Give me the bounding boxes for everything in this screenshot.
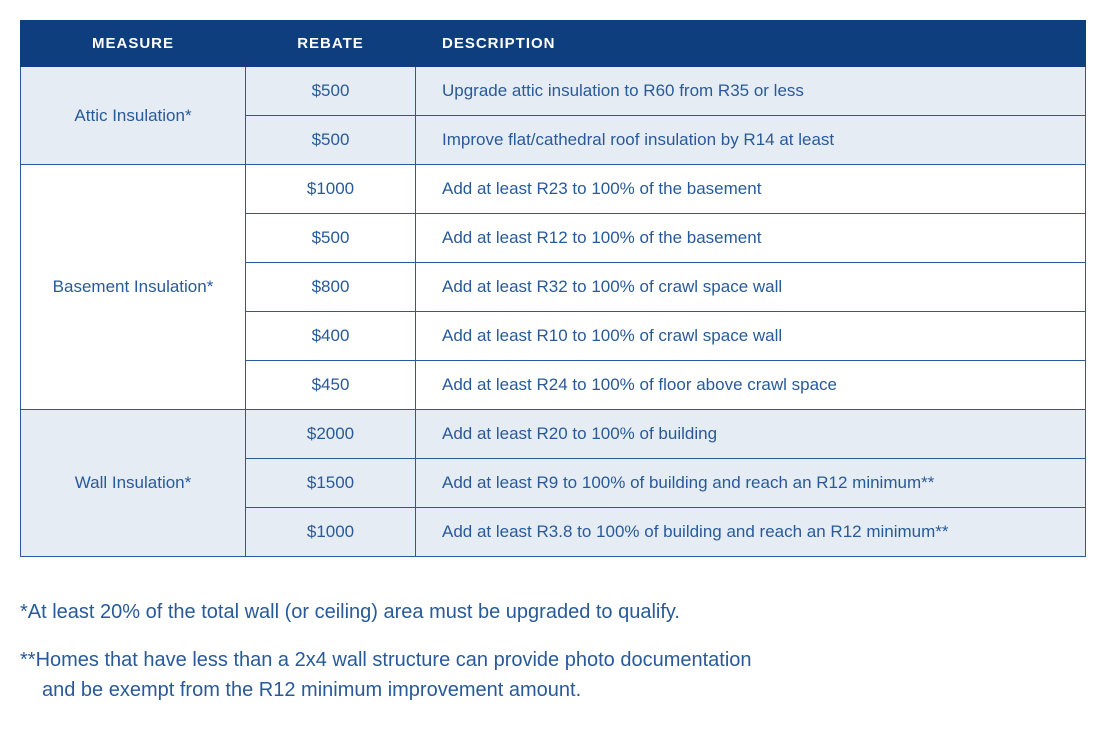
measure-cell-attic: Attic Insulation* (21, 67, 246, 165)
rebate-cell: $1500 (246, 459, 416, 508)
table-row: Attic Insulation* $500 Upgrade attic ins… (21, 67, 1086, 116)
description-cell: Add at least R10 to 100% of crawl space … (416, 312, 1086, 361)
description-cell: Add at least R32 to 100% of crawl space … (416, 263, 1086, 312)
table-header-row: MEASURE REBATE DESCRIPTION (21, 21, 1086, 67)
measure-cell-basement: Basement Insulation* (21, 165, 246, 410)
description-cell: Add at least R3.8 to 100% of building an… (416, 508, 1086, 557)
description-cell: Add at least R9 to 100% of building and … (416, 459, 1086, 508)
rebate-table: MEASURE REBATE DESCRIPTION Attic Insulat… (20, 20, 1086, 557)
rebate-cell: $1000 (246, 508, 416, 557)
rebate-cell: $500 (246, 67, 416, 116)
table-row: Basement Insulation* $1000 Add at least … (21, 165, 1086, 214)
description-cell: Add at least R20 to 100% of building (416, 410, 1086, 459)
rebate-cell: $800 (246, 263, 416, 312)
col-header-rebate: REBATE (246, 21, 416, 67)
rebate-cell: $500 (246, 116, 416, 165)
footnote-2-line1: **Homes that have less than a 2x4 wall s… (20, 649, 752, 671)
footnote-1: *At least 20% of the total wall (or ceil… (20, 597, 1085, 627)
rebate-cell: $450 (246, 361, 416, 410)
rebate-cell: $400 (246, 312, 416, 361)
description-cell: Add at least R24 to 100% of floor above … (416, 361, 1086, 410)
footnote-2-line2: and be exempt from the R12 minimum impro… (20, 675, 1085, 705)
rebate-cell: $1000 (246, 165, 416, 214)
rebate-cell: $500 (246, 214, 416, 263)
table-row: Wall Insulation* $2000 Add at least R20 … (21, 410, 1086, 459)
description-cell: Improve flat/cathedral roof insulation b… (416, 116, 1086, 165)
measure-cell-wall: Wall Insulation* (21, 410, 246, 557)
col-header-measure: MEASURE (21, 21, 246, 67)
description-cell: Upgrade attic insulation to R60 from R35… (416, 67, 1086, 116)
description-cell: Add at least R23 to 100% of the basement (416, 165, 1086, 214)
rebate-cell: $2000 (246, 410, 416, 459)
col-header-description: DESCRIPTION (416, 21, 1086, 67)
footnotes: *At least 20% of the total wall (or ceil… (20, 597, 1085, 705)
footnote-2: **Homes that have less than a 2x4 wall s… (20, 645, 1085, 705)
description-cell: Add at least R12 to 100% of the basement (416, 214, 1086, 263)
